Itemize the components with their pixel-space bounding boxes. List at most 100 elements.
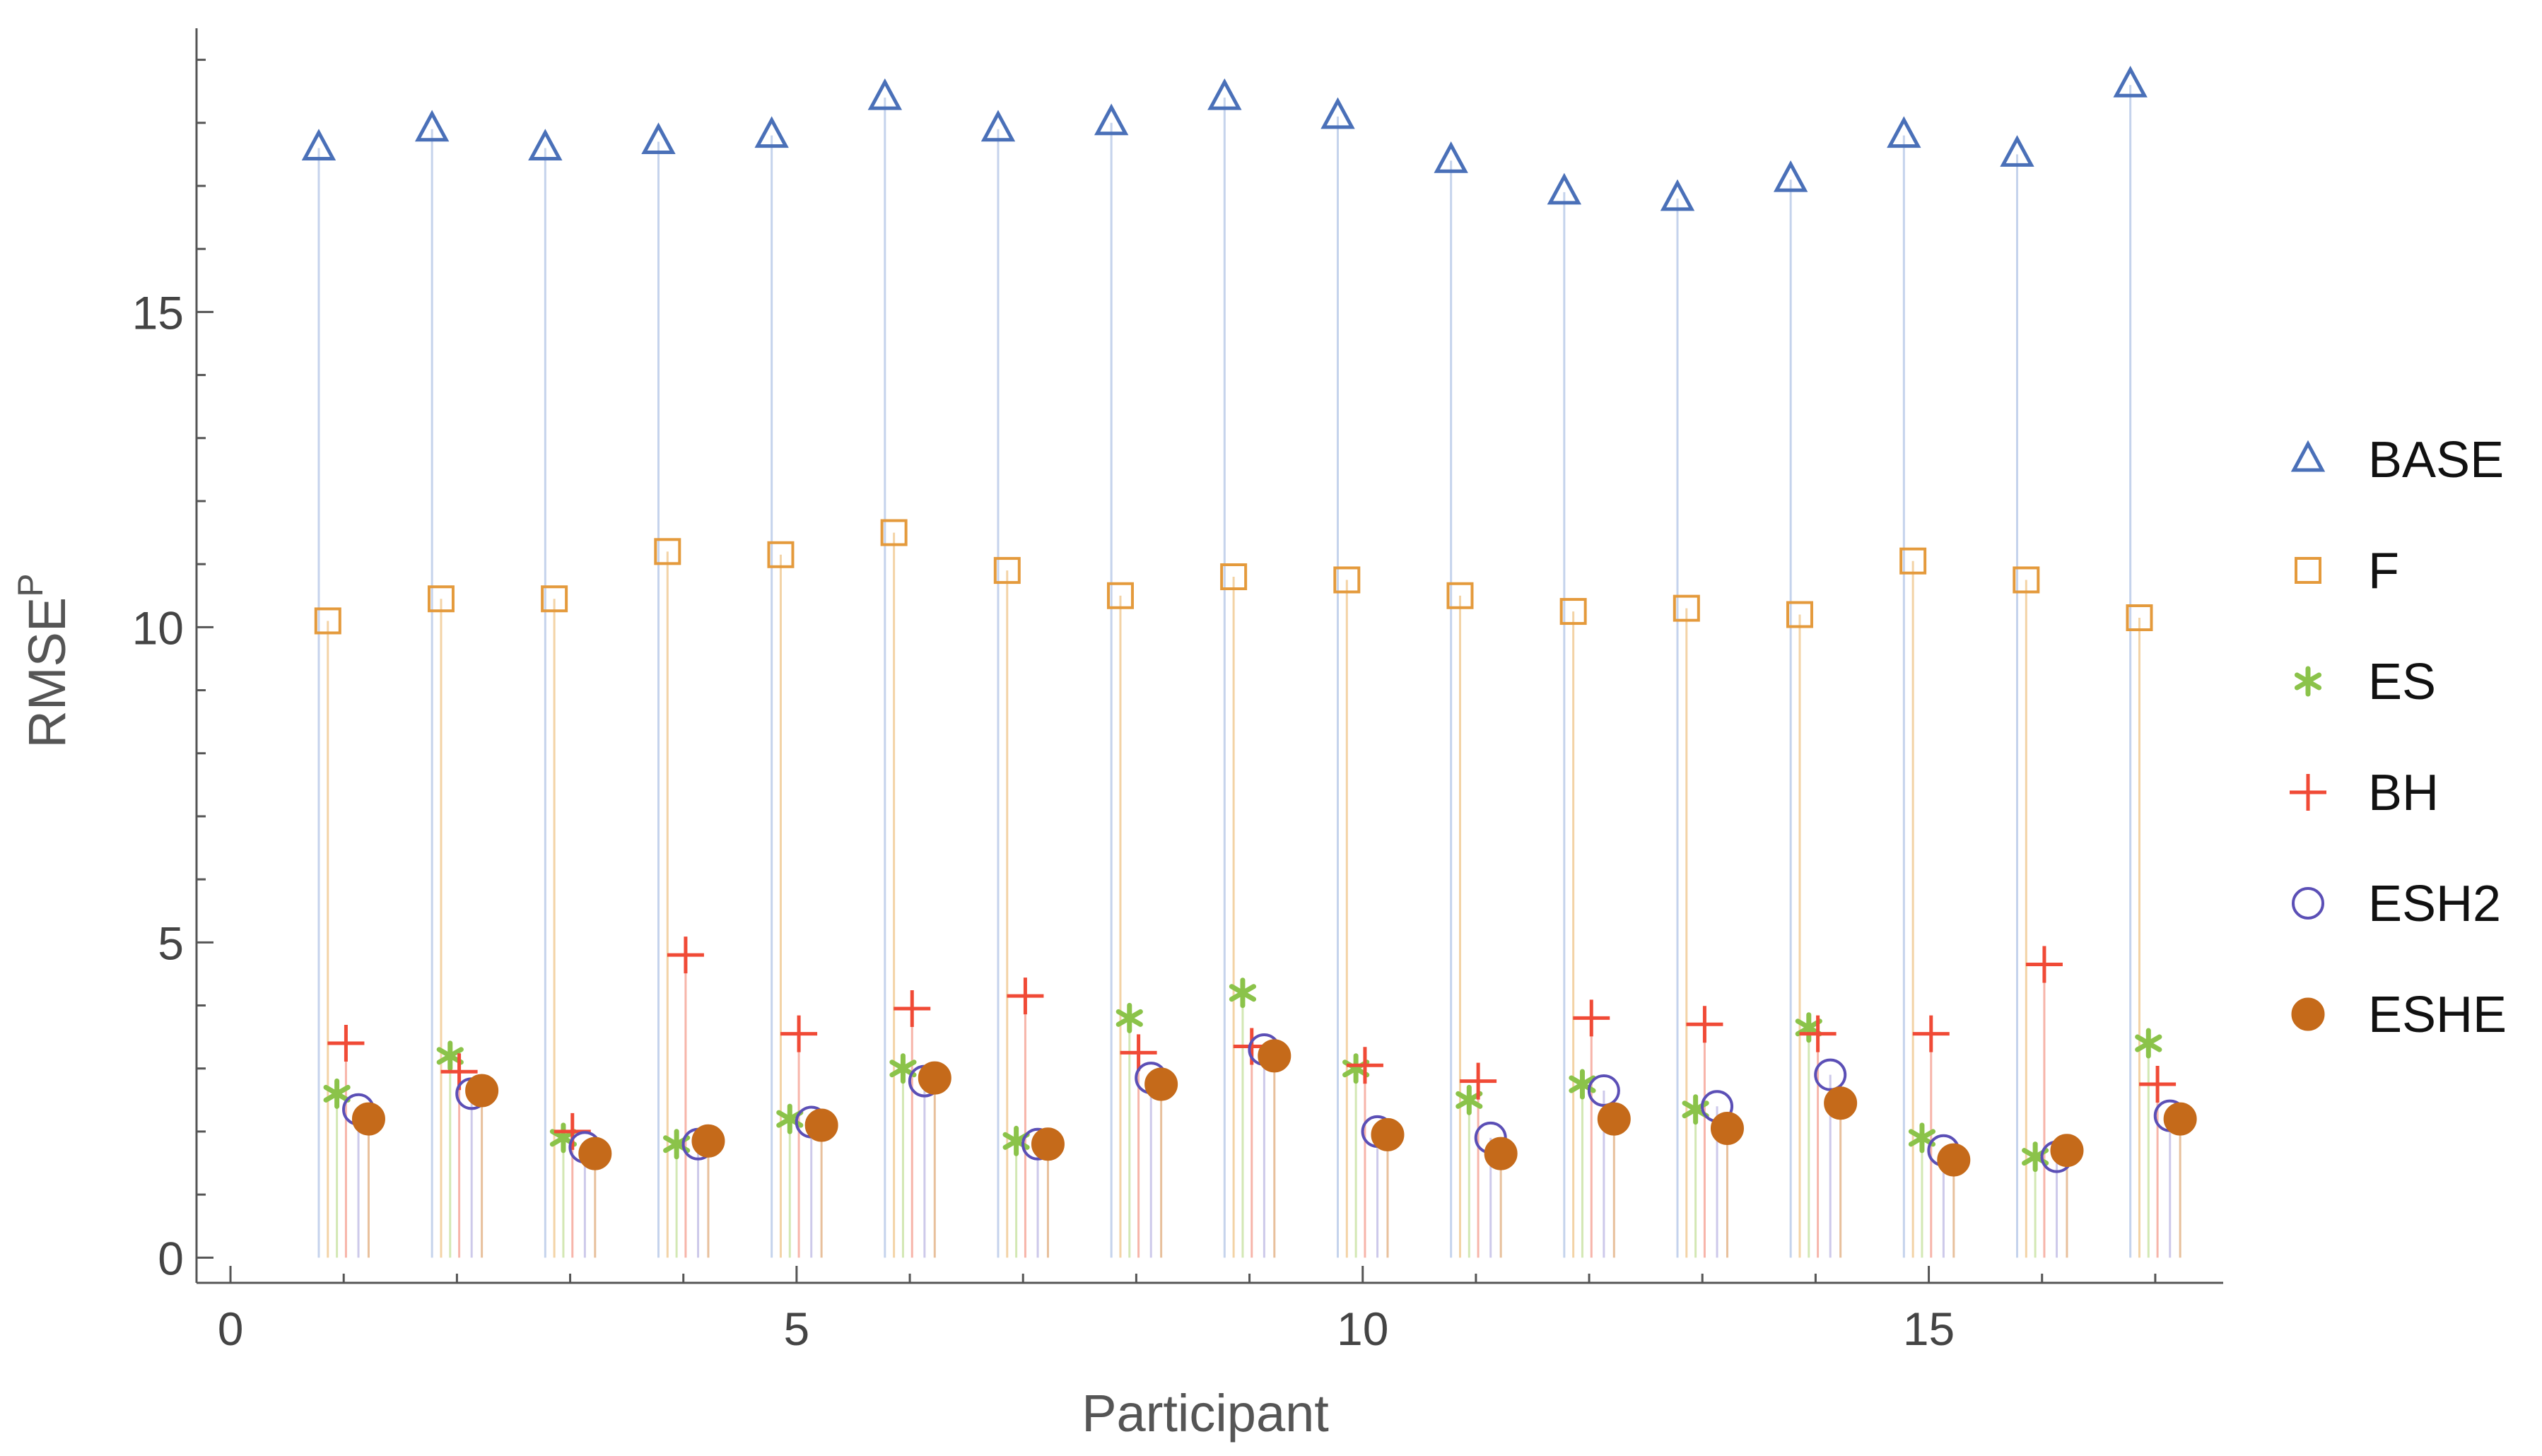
point-eshe-p17: [2163, 1102, 2197, 1136]
point-bh-p12: [1573, 999, 1610, 1037]
point-eshe-p9: [1258, 1039, 1292, 1073]
point-f-p13: [1673, 594, 1700, 622]
point-bh-p16: [2025, 946, 2063, 983]
point-eshe-p5: [804, 1108, 838, 1142]
point-esh2-p14: [1814, 1058, 1847, 1091]
legend-marker-bh: [2290, 774, 2326, 811]
legend-item-f: F: [2295, 543, 2399, 599]
point-base-p6: [867, 78, 903, 110]
y-tick-label-15: 15: [132, 286, 184, 339]
legend-label-esh2: ESH2: [2368, 876, 2501, 932]
point-eshe-p10: [1371, 1117, 1405, 1151]
point-eshe-p14: [1824, 1086, 1858, 1120]
legend-marker-esh2: [2292, 887, 2324, 920]
point-f-p1: [314, 607, 341, 635]
point-bh-p17: [2139, 1066, 2177, 1103]
x-tick-label-0: 0: [218, 1303, 244, 1355]
point-eshe-p12: [1597, 1102, 1631, 1136]
point-eshe-p13: [1710, 1111, 1744, 1145]
point-f-p14: [1786, 601, 1813, 628]
point-eshe-p2: [465, 1074, 499, 1108]
point-base-p14: [1773, 160, 1808, 192]
point-base-p3: [528, 129, 563, 160]
point-f-p2: [427, 585, 455, 613]
point-es-p9: [1229, 977, 1257, 1009]
point-f-p3: [541, 585, 568, 613]
legend-marker-base: [2290, 440, 2326, 472]
point-bh-p14: [1799, 1015, 1837, 1052]
point-base-p13: [1660, 179, 1695, 211]
legend-item-bh: BH: [2290, 765, 2439, 821]
point-eshe-p16: [2050, 1134, 2084, 1168]
point-f-p8: [1106, 582, 1134, 609]
point-eshe-p1: [351, 1102, 385, 1136]
point-eshe-p6: [918, 1061, 951, 1095]
stems-base: [317, 85, 2132, 1258]
point-base-p1: [301, 129, 336, 160]
point-f-p5: [767, 541, 795, 568]
point-f-p16: [2013, 566, 2040, 594]
legend: BASE F ES BH ESH2 ESHE: [2290, 432, 2507, 1043]
point-base-p7: [980, 110, 1016, 142]
legend-label-bh: BH: [2368, 765, 2439, 821]
point-bh-p5: [780, 1015, 818, 1052]
point-f-p10: [1333, 566, 1361, 594]
legend-marker-f: [2295, 557, 2321, 584]
y-axis-label-superscript: P: [11, 573, 50, 597]
point-base-p17: [2113, 66, 2148, 98]
point-eshe-p7: [1031, 1127, 1065, 1161]
stems-layer: [317, 85, 2181, 1258]
point-es-p17: [2135, 1028, 2162, 1059]
legend-label-eshe: ESHE: [2368, 987, 2507, 1043]
point-es-p15: [1908, 1122, 1936, 1153]
stems-eshe: [367, 1055, 2181, 1258]
x-tick-label-15: 15: [1903, 1303, 1955, 1355]
x-axis-label: Participant: [1082, 1384, 1329, 1443]
series-f: [314, 519, 2153, 635]
point-es-p6: [889, 1053, 917, 1084]
y-axis-label: RMSEP: [11, 573, 76, 748]
stems-bh: [344, 955, 2159, 1258]
stems-esh2: [357, 1049, 2172, 1258]
point-bh-p7: [1007, 977, 1044, 1015]
point-f-p4: [654, 538, 681, 565]
point-base-p11: [1434, 141, 1468, 173]
point-f-p6: [880, 519, 908, 546]
point-eshe-p3: [578, 1137, 612, 1170]
point-base-p5: [754, 116, 789, 148]
point-base-p16: [2000, 135, 2034, 167]
legend-label-es: ES: [2368, 654, 2436, 710]
x-tick-label-10: 10: [1337, 1303, 1388, 1355]
axes-layer: 0 5 10 15 0 5 10 15: [132, 28, 2223, 1355]
legend-label-f: F: [2368, 543, 2399, 599]
point-f-p12: [1559, 598, 1587, 626]
point-es-p1: [323, 1078, 351, 1109]
x-tick-label-5: 5: [784, 1303, 810, 1355]
point-eshe-p11: [1484, 1137, 1518, 1170]
point-base-p15: [1887, 116, 1921, 148]
stems-f: [327, 532, 2140, 1258]
legend-label-base: BASE: [2368, 432, 2504, 488]
point-base-p2: [414, 110, 450, 142]
point-bh-p8: [1120, 1034, 1157, 1072]
y-tick-label-10: 10: [132, 601, 184, 654]
legend-item-esh2: ESH2: [2292, 876, 2501, 932]
y-axis-label-main: RMSE: [18, 597, 76, 748]
point-es-p8: [1115, 1002, 1143, 1033]
point-bh-p10: [1346, 1047, 1383, 1084]
point-bh-p1: [327, 1025, 365, 1062]
point-bh-p6: [894, 990, 931, 1027]
y-tick-label-0: 0: [158, 1232, 184, 1284]
point-eshe-p8: [1144, 1067, 1178, 1101]
markers-layer: [301, 66, 2197, 1177]
point-f-p17: [2126, 604, 2153, 631]
point-bh-p15: [1912, 1015, 1950, 1052]
point-base-p4: [641, 122, 676, 155]
point-bh-p11: [1460, 1062, 1497, 1100]
point-bh-p13: [1686, 1006, 1723, 1043]
point-f-p9: [1220, 563, 1248, 591]
point-base-p10: [1320, 97, 1355, 129]
point-base-p12: [1547, 172, 1582, 205]
